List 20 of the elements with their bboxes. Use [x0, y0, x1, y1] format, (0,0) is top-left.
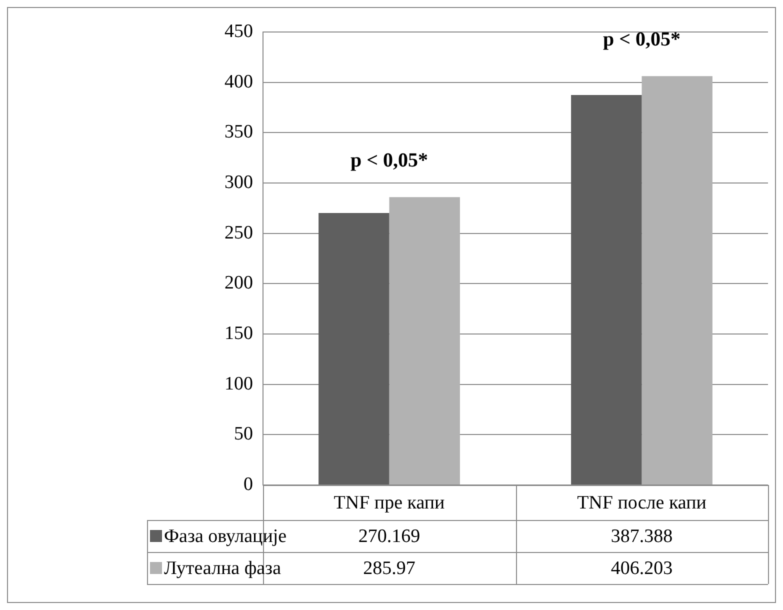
y-tick-label: 250	[224, 222, 253, 244]
data-label: 285.97	[363, 558, 416, 579]
annotation: p < 0,05*	[602, 28, 681, 50]
y-tick-label: 300	[224, 172, 253, 193]
y-tick-label: 350	[224, 122, 253, 143]
y-tick-label: 400	[224, 71, 253, 92]
x-tick-label: TNF пре капи	[334, 492, 445, 514]
y-tick-label: 100	[224, 373, 253, 394]
y-tick-label: 450	[224, 20, 253, 42]
data-label: 406.203	[610, 558, 673, 579]
legend-label: Фаза овулације	[164, 526, 287, 547]
y-tick-label: 150	[224, 322, 253, 344]
annotation: p < 0,05*	[350, 149, 428, 172]
y-tick-label: 0	[244, 474, 253, 495]
y-tick-label: 50	[234, 424, 253, 445]
x-tick-label: TNF после капи	[577, 492, 706, 514]
legend-label: Лутеална фаза	[164, 558, 282, 579]
data-label: 270.169	[358, 526, 420, 547]
y-tick-label: 200	[224, 272, 253, 294]
data-label: 387.388	[610, 526, 673, 547]
